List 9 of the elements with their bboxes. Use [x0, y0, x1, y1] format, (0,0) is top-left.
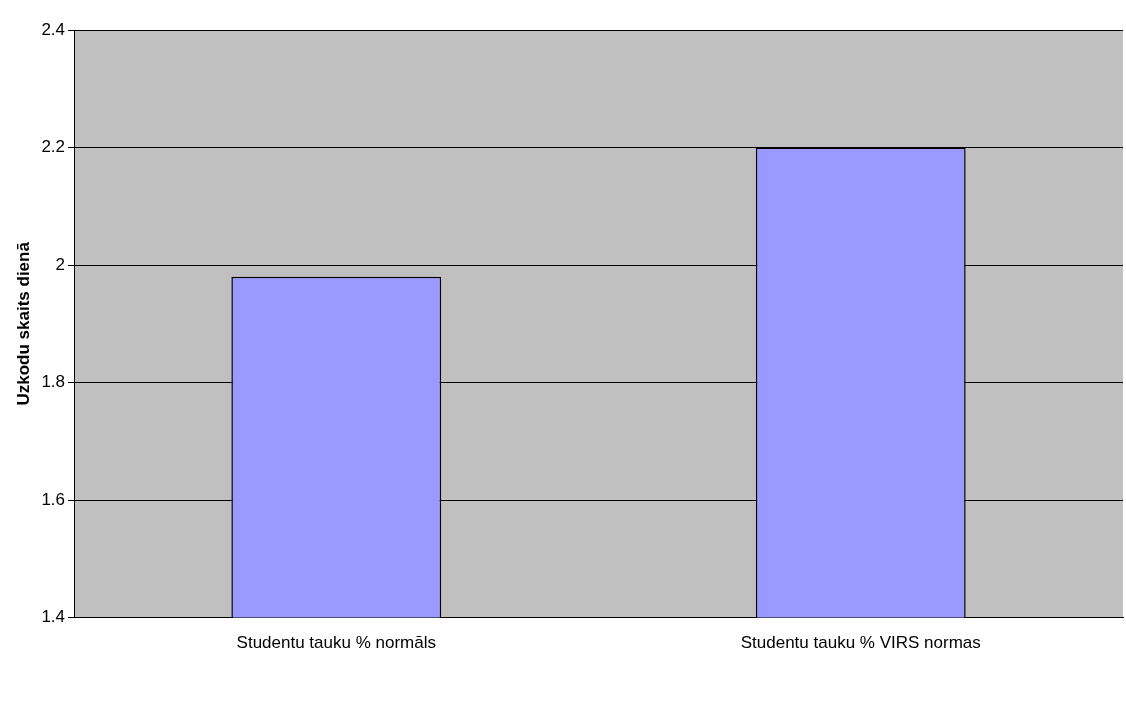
y-tick-label: 1.4: [41, 607, 66, 627]
y-tick-label: 1.6: [41, 489, 66, 509]
y-tick-label: 2: [55, 254, 66, 274]
x-tick-label: Studentu tauku % VIRS normas: [740, 633, 981, 653]
y-axis-title: Uzkodu skaits dienā: [13, 241, 33, 406]
y-tick-label: 2.2: [41, 137, 66, 157]
y-tick-label: 2.4: [41, 19, 66, 39]
y-tick-label: 1.8: [41, 372, 66, 392]
x-tick-label: Studentu tauku % normāls: [236, 633, 436, 653]
